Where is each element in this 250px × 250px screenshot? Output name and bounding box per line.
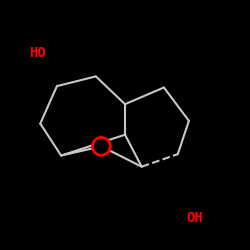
Text: OH: OH — [186, 211, 203, 225]
Circle shape — [92, 138, 110, 155]
Text: HO: HO — [29, 46, 46, 60]
